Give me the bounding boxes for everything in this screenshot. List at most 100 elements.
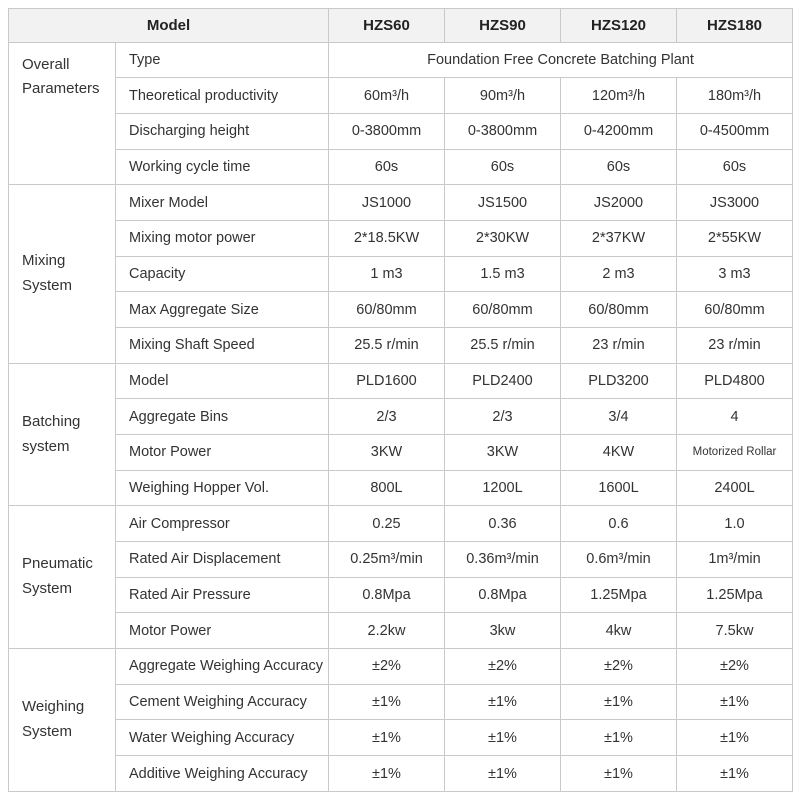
cell: 0-3800mm	[444, 112, 561, 150]
cell: 2 m3	[560, 255, 677, 293]
table-header-row: Model HZS60 HZS90 HZS120 HZS180	[8, 8, 793, 43]
row-label: Theoretical productivity	[115, 77, 329, 114]
row-label: Mixing Shaft Speed	[115, 327, 329, 364]
cell: 1.25Mpa	[560, 576, 677, 614]
table-row: Mixing Shaft Speed 25.5 r/min 25.5 r/min…	[9, 327, 793, 364]
cell: 1600L	[560, 469, 677, 507]
row-label: Motor Power	[115, 434, 329, 471]
cell: ±1%	[560, 719, 677, 757]
cell: ±1%	[676, 755, 793, 792]
table-row: Max Aggregate Size 60/80mm 60/80mm 60/80…	[9, 291, 793, 329]
cell: 60/80mm	[328, 291, 445, 329]
row-label: Discharging height	[115, 112, 329, 150]
cell: 2*30KW	[444, 220, 561, 257]
cell: 4	[676, 398, 793, 436]
cell: 2/3	[444, 398, 561, 436]
cell: PLD3200	[560, 362, 677, 400]
table-row: Motor Power 3KW 3KW 4KW Motorized Rollar	[9, 434, 793, 471]
row-label: Motor Power	[115, 612, 329, 650]
cell: 0.36m³/min	[444, 541, 561, 578]
cell: JS1000	[328, 184, 445, 221]
cell: 120m³/h	[560, 77, 677, 114]
column-header-hzs180: HZS180	[676, 8, 793, 43]
cell: 90m³/h	[444, 77, 561, 114]
row-label: Rated Air Displacement	[115, 541, 329, 578]
table-row: Water Weighing Accuracy ±1% ±1% ±1% ±1%	[9, 719, 793, 757]
cell: 25.5 r/min	[328, 327, 445, 364]
cell: PLD1600	[328, 362, 445, 400]
group-pneumatic-system: Pneumatic System	[8, 505, 116, 650]
cell: 0.8Mpa	[328, 576, 445, 614]
table-row: Aggregate Bins 2/3 2/3 3/4 4	[9, 398, 793, 436]
cell: 7.5kw	[676, 612, 793, 650]
cell: ±1%	[328, 683, 445, 721]
cell: 0.8Mpa	[444, 576, 561, 614]
row-label: Air Compressor	[115, 505, 329, 543]
cell: 3kw	[444, 612, 561, 650]
table-row: Mixing motor power 2*18.5KW 2*30KW 2*37K…	[9, 220, 793, 257]
row-label: Aggregate Bins	[115, 398, 329, 436]
cell: 3/4	[560, 398, 677, 436]
cell: PLD4800	[676, 362, 793, 400]
cell: 60s	[560, 148, 677, 186]
table-row: Pneumatic System Air Compressor 0.25 0.3…	[8, 505, 793, 650]
cell: 2*18.5KW	[328, 220, 445, 257]
row-label: Mixer Model	[115, 184, 329, 221]
cell: 1 m3	[328, 255, 445, 293]
cell: 3KW	[328, 434, 445, 471]
cell: ±1%	[676, 683, 793, 721]
cell: 0.25m³/min	[328, 541, 445, 578]
cell: 1200L	[444, 469, 561, 507]
row-label: Type	[115, 41, 329, 79]
cell: 2.2kw	[328, 612, 445, 650]
cell: 1.5 m3	[444, 255, 561, 293]
column-header-hzs60: HZS60	[328, 8, 445, 43]
table-row: Mixing System Mixer Model JS1000 JS1500 …	[8, 184, 793, 364]
row-label: Water Weighing Accuracy	[115, 719, 329, 757]
cell: 1m³/min	[676, 541, 793, 578]
cell: 60s	[444, 148, 561, 186]
row-label: Aggregate Weighing Accuracy	[115, 648, 329, 685]
group-mixing-system: Mixing System	[8, 184, 116, 364]
table-row: Weighing Hopper Vol. 800L 1200L 1600L 24…	[9, 469, 793, 507]
cell: 0.25	[328, 505, 445, 543]
table-row: Discharging height 0-3800mm 0-3800mm 0-4…	[9, 112, 793, 150]
cell: ±2%	[676, 648, 793, 685]
table-row: Rated Air Pressure 0.8Mpa 0.8Mpa 1.25Mpa…	[9, 576, 793, 614]
cell: ±1%	[328, 719, 445, 757]
row-label: Capacity	[115, 255, 329, 293]
cell: 2*37KW	[560, 220, 677, 257]
column-header-hzs90: HZS90	[444, 8, 561, 43]
cell: 4KW	[560, 434, 677, 471]
spec-table: Model HZS60 HZS90 HZS120 HZS180 Overall …	[8, 8, 793, 792]
row-label: Max Aggregate Size	[115, 291, 329, 329]
table-row: Weighing System Aggregate Weighing Accur…	[8, 648, 793, 792]
table-row: Working cycle time 60s 60s 60s 60s	[9, 148, 793, 186]
group-overall-parameters: Overall Parameters	[8, 41, 116, 186]
cell: 2/3	[328, 398, 445, 436]
cell: ±2%	[444, 648, 561, 685]
cell: 1.25Mpa	[676, 576, 793, 614]
cell: JS2000	[560, 184, 677, 221]
cell: JS3000	[676, 184, 793, 221]
cell: JS1500	[444, 184, 561, 221]
table-row: Overall Parameters Type Foundation Free …	[8, 41, 793, 186]
cell: 0.6m³/min	[560, 541, 677, 578]
table-row: Capacity 1 m3 1.5 m3 2 m3 3 m3	[9, 255, 793, 293]
table-row: Cement Weighing Accuracy ±1% ±1% ±1% ±1%	[9, 683, 793, 721]
group-batching-system: Batching system	[8, 362, 116, 507]
cell: ±1%	[560, 683, 677, 721]
table-row: Additive Weighing Accuracy ±1% ±1% ±1% ±…	[9, 755, 793, 792]
cell: 0.36	[444, 505, 561, 543]
model-header: Model	[8, 8, 329, 43]
cell: 23 r/min	[676, 327, 793, 364]
table-row: Rated Air Displacement 0.25m³/min 0.36m³…	[9, 541, 793, 578]
cell: 180m³/h	[676, 77, 793, 114]
cell: 60s	[328, 148, 445, 186]
cell: 1.0	[676, 505, 793, 543]
cell: ±2%	[328, 648, 445, 685]
table-row: Theoretical productivity 60m³/h 90m³/h 1…	[9, 77, 793, 114]
cell: 4kw	[560, 612, 677, 650]
row-label: Cement Weighing Accuracy	[115, 683, 329, 721]
